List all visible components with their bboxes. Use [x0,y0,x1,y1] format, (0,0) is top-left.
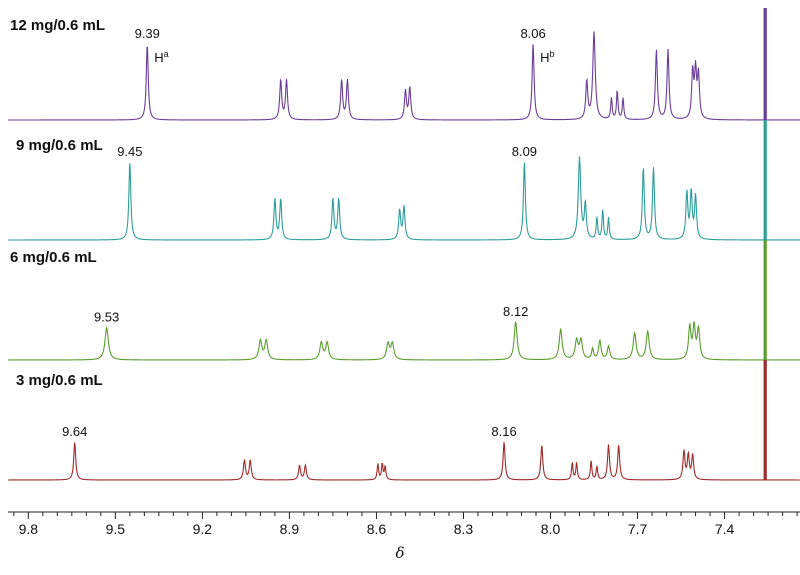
proton-assignment-b: Hb [540,49,554,65]
solvent-peak-segment-4 [763,360,767,480]
spectrum-trace-2 [8,156,800,241]
x-tick-label-8.6: 8.6 [367,521,387,537]
peak-label-9.39: 9.39 [135,26,160,41]
proton-assignment-a: Ha [154,49,168,65]
spectrum-trace-1 [8,31,800,121]
x-tick-label-9.2: 9.2 [193,521,213,537]
series-label-1: 12 mg/0.6 mL [10,17,105,34]
solvent-peak-segment-2 [763,120,767,240]
x-tick-label-9.8: 9.8 [19,521,39,537]
spectrum-trace-3 [8,320,800,361]
peak-label-8.06: 8.06 [520,26,545,41]
peak-label-8.16: 8.16 [491,424,516,439]
x-axis-title: δ [395,544,404,562]
series-label-3: 6 mg/0.6 mL [10,249,97,266]
peak-label-9.53: 9.53 [94,310,119,325]
spectra-traces [8,31,800,481]
x-axis: 9.8 9.5 9.2 8.9 8.6 8.3 8.0 7.7 7.4 [8,511,800,537]
peak-label-8.09: 8.09 [512,144,537,159]
solvent-peak-segment-3 [763,240,767,360]
peak-label-8.12: 8.12 [503,304,528,319]
x-tick-label-8.0: 8.0 [541,521,561,537]
solvent-peak [763,8,767,480]
series-label-4: 3 mg/0.6 mL [16,372,103,389]
x-tick-label-9.5: 9.5 [106,521,126,537]
peak-label-9.64: 9.64 [62,424,87,439]
x-tick-label-7.7: 7.7 [628,521,648,537]
series-labels: 12 mg/0.6 mL 9 mg/0.6 mL 6 mg/0.6 mL 3 mg/0… [10,17,105,389]
x-tick-label-8.3: 8.3 [454,521,474,537]
solvent-peak-segment-1 [763,8,767,120]
peak-label-9.45: 9.45 [117,144,142,159]
peak-labels: 9.39 Ha 8.06 Hb 9.45 8.09 9.53 8.12 9.64 8.16 [62,26,554,439]
x-tick-label-8.9: 8.9 [280,521,300,537]
x-tick-label-7.4: 7.4 [715,521,735,537]
spectrum-trace-4 [8,441,800,481]
series-label-2: 9 mg/0.6 mL [16,137,103,154]
